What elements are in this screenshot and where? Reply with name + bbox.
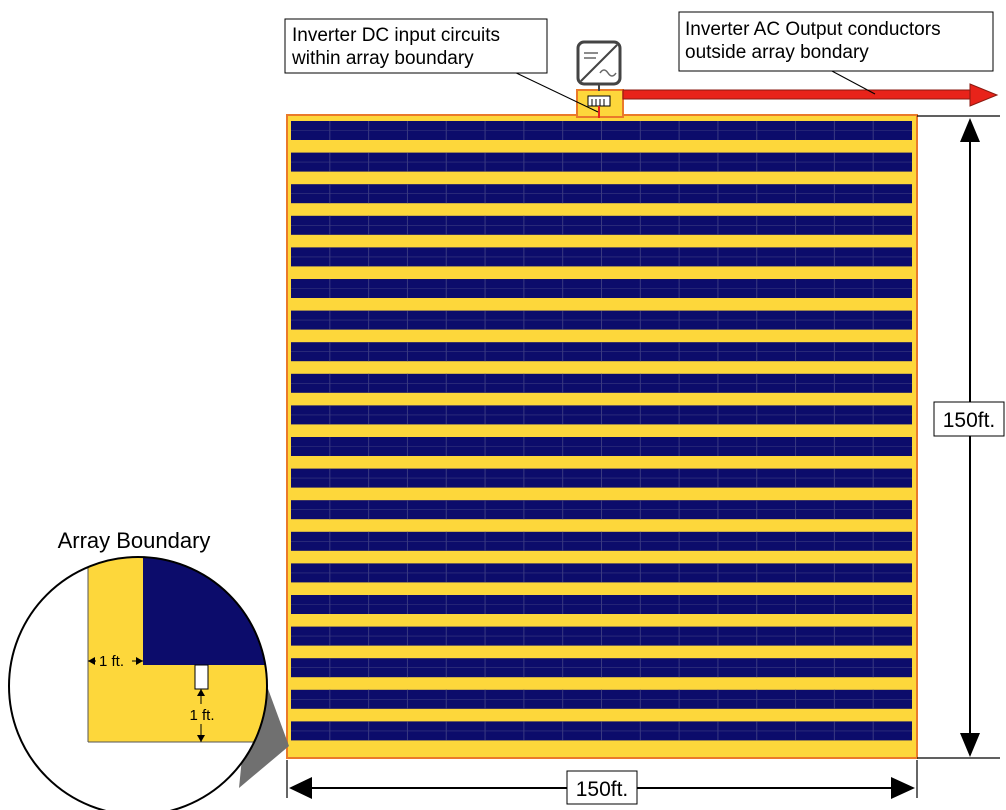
inverter-icon bbox=[576, 40, 622, 91]
combiner-box-icon bbox=[587, 95, 611, 118]
detail-title: Array Boundary bbox=[58, 528, 211, 553]
height-dimension: 150ft. bbox=[917, 115, 1005, 759]
pv-array bbox=[286, 114, 918, 759]
ac-output-arrow bbox=[622, 83, 999, 107]
ac-output-callout: Inverter AC Output conductors outside ar… bbox=[678, 11, 994, 95]
height-label: 150ft. bbox=[943, 409, 996, 432]
dc-input-label-line2: within array boundary bbox=[291, 48, 474, 69]
width-dimension: 150ft. bbox=[286, 760, 918, 805]
combiner-area bbox=[576, 89, 624, 118]
ac-output-label-line1: Inverter AC Output conductors bbox=[685, 19, 941, 40]
module-rows bbox=[291, 121, 912, 741]
dc-input-label-line1: Inverter DC input circuits bbox=[292, 25, 500, 46]
ac-output-label-line2: outside array bondary bbox=[685, 42, 869, 63]
detail-horizontal-gap: 1 ft. bbox=[99, 653, 124, 670]
dc-input-callout: Inverter DC input circuits within array … bbox=[284, 18, 599, 113]
detail-vertical-gap: 1 ft. bbox=[189, 707, 214, 724]
array-boundary-detail: 1 ft. 1 ft. bbox=[8, 556, 268, 810]
width-label: 150ft. bbox=[576, 778, 629, 801]
